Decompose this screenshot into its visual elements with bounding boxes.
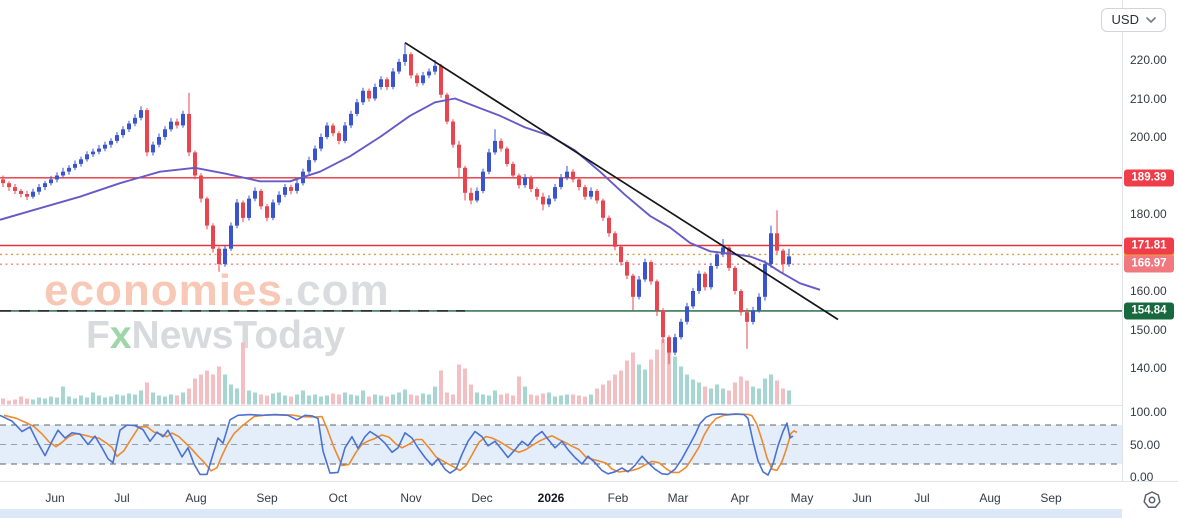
- x-axis-label[interactable]: Jun: [852, 491, 872, 505]
- chevron-down-icon: [1146, 16, 1156, 23]
- x-axis-label[interactable]: Sep: [1040, 491, 1062, 505]
- x-axis-label[interactable]: Jul: [914, 491, 930, 505]
- watermark-brand-line: economies.com: [44, 266, 390, 315]
- x-axis-label[interactable]: Aug: [979, 491, 1001, 505]
- descending-trendline[interactable]: [404, 41, 839, 321]
- currency-label: USD: [1111, 12, 1139, 27]
- price-axis-label[interactable]: 200.00: [1130, 130, 1167, 144]
- x-axis-label[interactable]: Apr: [730, 491, 750, 505]
- price-level-badge: 154.84: [1124, 302, 1174, 320]
- stoch-d-line: [3, 413, 798, 474]
- candles: [1, 43, 791, 365]
- price-axis-label[interactable]: 140.00: [1130, 361, 1167, 375]
- watermark-sub-x: x: [109, 314, 132, 358]
- stoch-k-line: [0, 413, 794, 476]
- price-axis-label[interactable]: 160.00: [1130, 284, 1167, 298]
- indicator-axis-label[interactable]: 50.00: [1130, 437, 1161, 452]
- x-axis-label[interactable]: Oct: [328, 491, 348, 505]
- moving-average-line: [0, 97, 821, 291]
- x-axis-label[interactable]: May: [790, 491, 814, 505]
- pane-separators: [0, 0, 1178, 482]
- watermark-subbrand: FxNewsToday: [86, 314, 390, 358]
- bottom-scroll-strip[interactable]: [0, 509, 1122, 518]
- x-axis-label[interactable]: Aug: [185, 491, 207, 505]
- price-axis-label[interactable]: 220.00: [1130, 53, 1167, 67]
- volume-bars: [1, 339, 791, 405]
- watermark-sub-f: F: [86, 314, 110, 358]
- x-axis-label[interactable]: Jul: [114, 491, 130, 505]
- price-axis-label[interactable]: 150.00: [1130, 322, 1167, 337]
- x-axis-label[interactable]: Feb: [607, 491, 629, 505]
- currency-selector-button[interactable]: USD: [1100, 8, 1166, 32]
- price-level-badge: 166.97: [1124, 255, 1174, 273]
- axis-settings-gear-icon[interactable]: [1140, 488, 1164, 512]
- watermark-brand: economies: [44, 266, 283, 315]
- indicator-axis-label[interactable]: 0.00: [1130, 470, 1154, 484]
- indicator-axis-label[interactable]: 100.00: [1130, 405, 1167, 419]
- watermark-suffix: .com: [282, 266, 390, 315]
- price-axis-label[interactable]: 210.00: [1130, 91, 1167, 106]
- price-level-badge: 189.39: [1124, 169, 1174, 187]
- watermark-sub-rest: NewsToday: [131, 314, 346, 358]
- x-axis-label[interactable]: 2026: [537, 491, 565, 505]
- x-axis-label[interactable]: Mar: [667, 491, 689, 505]
- x-axis-label[interactable]: Dec: [471, 491, 493, 505]
- price-level-badge: 171.81: [1124, 237, 1174, 255]
- x-axis-label[interactable]: Nov: [400, 491, 422, 505]
- watermark: economies.com FxNewsToday: [44, 266, 390, 358]
- x-axis-label[interactable]: Sep: [256, 491, 278, 505]
- x-axis-label[interactable]: Jun: [45, 491, 65, 505]
- price-axis-label[interactable]: 180.00: [1130, 207, 1167, 221]
